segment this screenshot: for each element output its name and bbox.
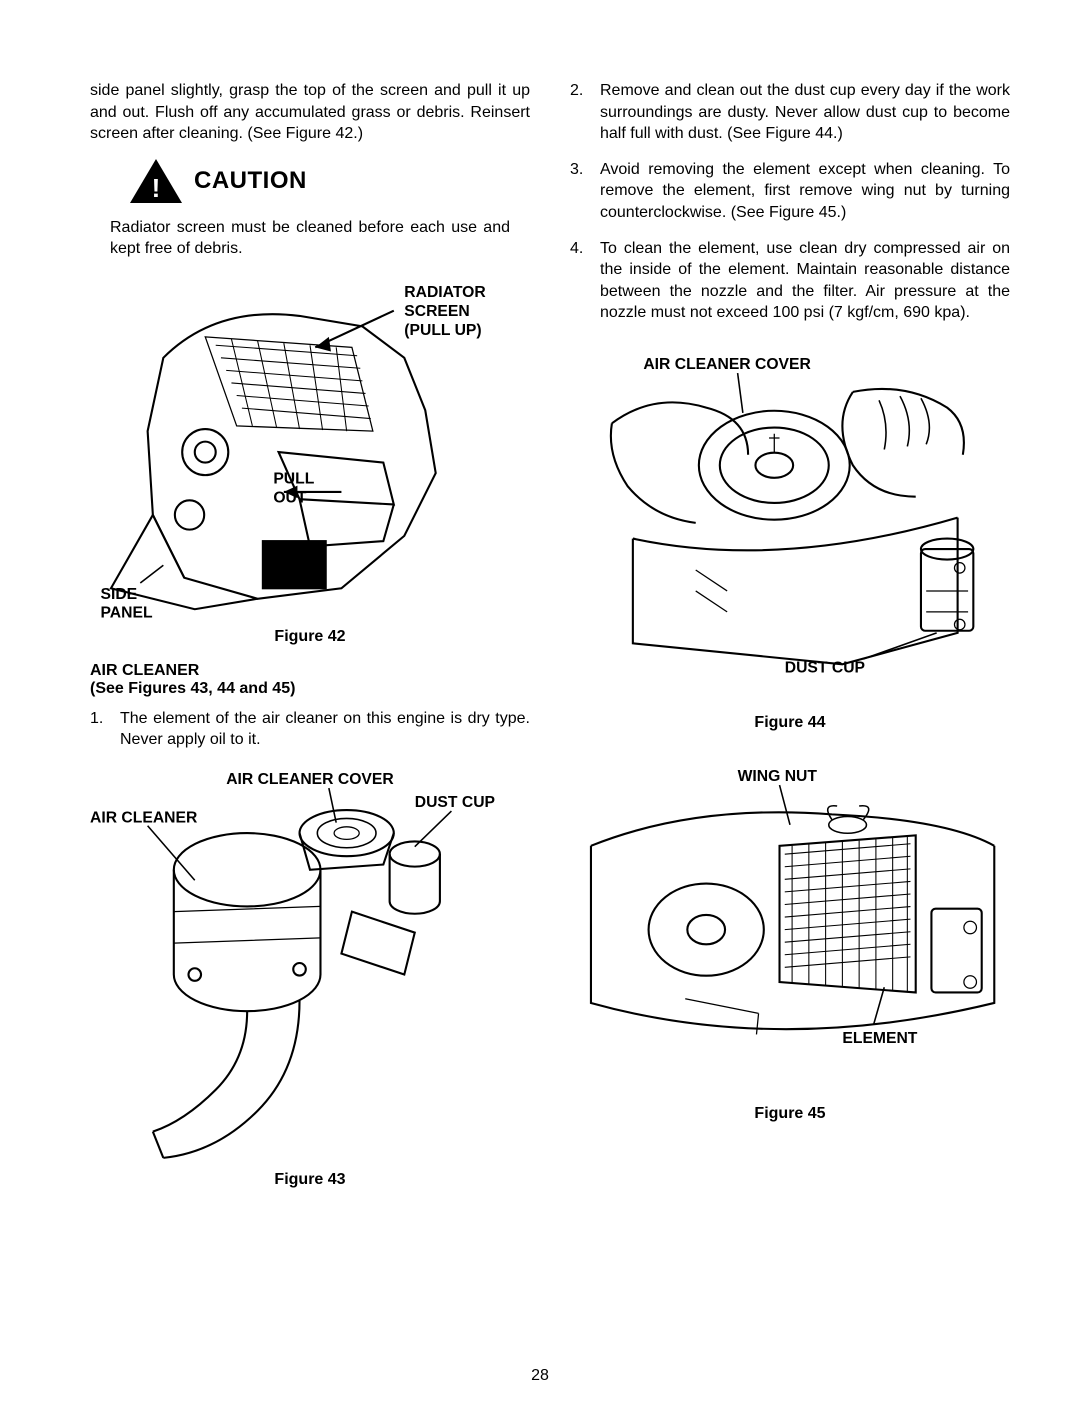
label-radiator: RADIATOR [404,284,486,301]
label-pull: PULL [273,470,314,487]
list-item-1: 1. The element of the air cleaner on thi… [90,708,530,751]
air-cleaner-title: AIR CLEANER [90,662,530,680]
figure-42-diagram: RADIATOR SCREEN (PULL UP) PULL OUT SIDE … [90,274,530,620]
list-number: 1. [90,708,110,751]
figure-43-diagram: AIR CLEANER COVER DUST CUP AIR CLEANER [90,765,530,1163]
figure-42-caption: Figure 42 [274,628,345,646]
label-element: ELEMENT [842,1030,917,1047]
label-pullup: (PULL UP) [404,322,481,339]
label-screen: SCREEN [404,303,469,320]
caution-heading: CAUTION [194,167,307,195]
air-cleaner-subtitle: (See Figures 43, 44 and 45) [90,680,530,698]
figure-45-caption: Figure 45 [754,1105,825,1123]
list-text: Avoid removing the element except when c… [600,159,1010,224]
list-text: To clean the element, use clean dry comp… [600,238,1010,324]
list-number: 4. [570,238,590,324]
figure-44-caption: Figure 44 [754,714,825,732]
label-wingnut: WING NUT [738,768,818,785]
list-item-4: 4. To clean the element, use clean dry c… [570,238,1010,324]
label-cover-44: AIR CLEANER COVER [643,356,811,373]
list-text: The element of the air cleaner on this e… [120,708,530,751]
caution-block: CAUTION [130,159,530,203]
figure-45-diagram: WING NUT [570,762,1010,1097]
figure-45: WING NUT [570,762,1010,1123]
warning-triangle-icon [130,159,182,203]
figure-43-caption: Figure 43 [274,1171,345,1189]
list-item-3: 3. Avoid removing the element except whe… [570,159,1010,224]
label-panel: PANEL [100,605,152,620]
list-number: 2. [570,80,590,145]
label-side: SIDE [100,586,137,603]
label-aircleaner-43: AIR CLEANER [90,809,198,826]
list-number: 3. [570,159,590,224]
figure-42: RADIATOR SCREEN (PULL UP) PULL OUT SIDE … [90,274,530,646]
list-text: Remove and clean out the dust cup every … [600,80,1010,145]
caution-body: Radiator screen must be cleaned before e… [90,217,530,260]
page-number: 28 [0,1367,1080,1385]
intro-paragraph: side panel slightly, grasp the top of th… [90,80,530,145]
figure-44-diagram: AIR CLEANER COVER [570,350,1010,706]
figure-44: AIR CLEANER COVER [570,350,1010,732]
figure-43: AIR CLEANER COVER DUST CUP AIR CLEANER [90,765,530,1189]
label-dustcup-43: DUST CUP [415,794,495,811]
label-dustcup-44: DUST CUP [785,660,865,677]
label-cover-43: AIR CLEANER COVER [226,771,394,788]
label-out: OUT [273,489,307,506]
list-item-2: 2. Remove and clean out the dust cup eve… [570,80,1010,145]
